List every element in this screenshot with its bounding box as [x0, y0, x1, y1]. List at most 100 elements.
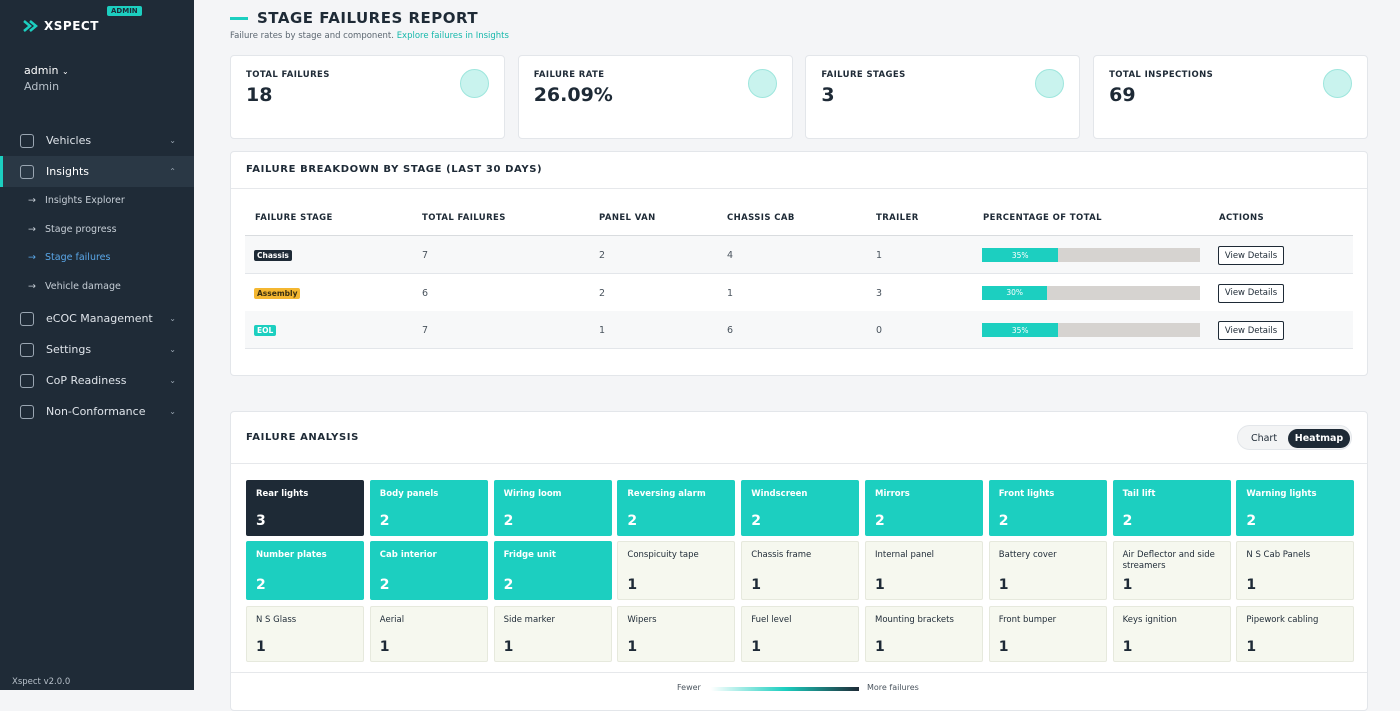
divider — [231, 672, 1367, 673]
cell-count: 1 — [1246, 639, 1257, 655]
nav-item[interactable]: eCOC Management ⌄ — [0, 303, 194, 334]
heatmap-cell[interactable]: Front lights 2 — [988, 480, 1107, 536]
nav-item[interactable]: Vehicles ⌄ — [0, 125, 194, 156]
admin-badge: ADMIN — [107, 6, 142, 16]
cell-name: Internal panel — [875, 550, 935, 560]
heatmap-cell[interactable]: Mounting brackets 1 — [865, 606, 983, 662]
heatmap-cell[interactable]: Cab interior 2 — [369, 541, 488, 600]
subitem-label[interactable]: Vehicle damage — [45, 280, 121, 292]
heatmap-cell[interactable]: Conspicuity tape 1 — [617, 541, 736, 600]
view-details-button[interactable]: View Details — [1218, 321, 1284, 341]
nav-chevron: ⌄ — [169, 407, 176, 416]
subitem-label[interactable]: Insights Explorer — [45, 195, 125, 206]
heatmap-cell[interactable]: Internal panel 1 — [865, 541, 983, 600]
cell-name: N S Cab Panels — [1246, 550, 1311, 560]
cell-trailer: 1 — [876, 250, 883, 261]
kpi-value: 18 — [246, 84, 273, 106]
nav-label[interactable]: Settings — [46, 343, 92, 356]
view-details-button[interactable]: View Details — [1218, 246, 1284, 265]
user-label[interactable]: admin — [24, 64, 59, 77]
heatmap-cell[interactable]: Front bumper 1 — [988, 606, 1107, 662]
nav-item[interactable]: Insights ⌃ — [0, 156, 194, 187]
nav-label[interactable]: Insights — [46, 165, 90, 178]
nav-subitem[interactable]: → Stage progress — [28, 223, 117, 235]
nav-icon — [20, 342, 34, 357]
cell-name: Aerial — [379, 615, 405, 625]
heatmap-cell[interactable]: Number plates 2 — [246, 541, 364, 600]
heatmap-cell[interactable]: N S Cab Panels 1 — [1236, 541, 1355, 600]
kpi-label: TOTAL FAILURES — [246, 70, 330, 80]
heatmap-cell[interactable]: Pipework cabling 1 — [1236, 606, 1355, 662]
kpi-card: TOTAL INSPECTIONS 69 — [1093, 55, 1369, 139]
title-text: STAGE FAILURES REPORT — [257, 9, 479, 27]
page-subtitle: Failure rates by stage and component. Ex… — [230, 31, 509, 41]
cell-name: Battery cover — [998, 550, 1057, 560]
nav-label[interactable]: Vehicles — [46, 134, 92, 147]
cell-count: 3 — [256, 513, 266, 529]
user-name[interactable]: admin ⌄ — [24, 64, 69, 77]
legend-high: More failures — [867, 683, 919, 692]
heatmap-cell[interactable]: Air Deflector and side streamers 1 — [1112, 541, 1231, 600]
heatmap-cell[interactable]: Aerial 1 — [369, 606, 488, 662]
page: XSPECT ADMIN admin ⌄ Admin Vehicles ⌄ Insi… — [0, 0, 1400, 690]
subitem-label[interactable]: Stage failures — [45, 252, 111, 263]
table-row: EOL 7 1 6 0 35% View Details — [245, 311, 1353, 350]
cell-count: 2 — [256, 577, 266, 593]
cell-count: 1 — [751, 577, 761, 593]
cell-panel-van: 1 — [599, 325, 606, 337]
heatmap-cell[interactable]: Warning lights 2 — [1236, 480, 1355, 536]
heatmap-cell[interactable]: N S Glass 1 — [246, 606, 364, 662]
cell-name: Wipers — [627, 615, 657, 625]
cell-count: 1 — [627, 577, 638, 593]
cell-count: 1 — [998, 639, 1009, 655]
percent-label: 30% — [1006, 288, 1024, 298]
cell-count: 1 — [1122, 639, 1133, 655]
percent-label: 35% — [1011, 250, 1029, 260]
nav-subitem[interactable]: → Stage failures — [28, 252, 111, 263]
heatmap-cell[interactable]: Chassis frame 1 — [741, 541, 860, 600]
cell-chassis-cab: 6 — [727, 325, 734, 337]
user-role: Admin — [24, 80, 60, 93]
nav-item[interactable]: Settings ⌄ — [0, 334, 194, 365]
kpi-card: FAILURE STAGES 3 — [805, 55, 1081, 139]
cell-total: 6 — [422, 287, 429, 299]
kpi-label: FAILURE STAGES — [821, 70, 906, 80]
cell-chassis-cab: 1 — [727, 287, 734, 299]
heatmap-cell[interactable]: Mirrors 2 — [865, 480, 983, 536]
heatmap-cell[interactable]: Tail lift 2 — [1112, 480, 1231, 536]
cell-count: 2 — [998, 513, 1009, 529]
nav-label[interactable]: Non-Conformance — [46, 405, 146, 418]
divider — [231, 188, 1367, 189]
cell-count: 1 — [751, 639, 761, 655]
nav-label[interactable]: CoP Readiness — [46, 374, 127, 387]
cell-name: Pipework cabling — [1246, 615, 1319, 625]
heatmap-cell[interactable]: Keys ignition 1 — [1112, 606, 1231, 662]
subitem-label[interactable]: Stage progress — [45, 223, 117, 235]
toggle-heatmap[interactable]: Heatmap — [1288, 429, 1350, 448]
heatmap-cell[interactable]: Windscreen 2 — [741, 480, 860, 536]
cell-name: Windscreen — [751, 489, 808, 499]
heatmap-cell[interactable]: Battery cover 1 — [988, 541, 1107, 600]
nav-label[interactable]: eCOC Management — [46, 312, 153, 325]
heatmap-cell[interactable]: Side marker 1 — [493, 606, 612, 662]
cell-total: 7 — [422, 325, 429, 337]
heatmap-cell[interactable]: Reversing alarm 2 — [617, 480, 736, 536]
heatmap-cell[interactable]: Wiring loom 2 — [493, 480, 612, 536]
stage-badge: EOL — [254, 325, 277, 337]
nav-icon — [20, 311, 34, 326]
cell-name: Rear lights — [256, 489, 309, 499]
nav-subitem[interactable]: → Vehicle damage — [28, 280, 121, 292]
nav-subitem[interactable]: → Insights Explorer — [28, 195, 125, 206]
nav-item[interactable]: CoP Readiness ⌄ — [0, 365, 194, 396]
heatmap-cell[interactable]: Fridge unit 2 — [493, 541, 612, 600]
nav-icon — [20, 133, 34, 148]
nav-item[interactable]: Non-Conformance ⌄ — [0, 396, 194, 427]
heatmap-cell[interactable]: Rear lights 3 — [246, 480, 364, 536]
toggle-chart[interactable]: Chart — [1250, 433, 1278, 444]
heatmap-cell[interactable]: Body panels 2 — [369, 480, 488, 536]
column-header: PANEL VAN — [599, 213, 656, 223]
view-details-button[interactable]: View Details — [1218, 283, 1284, 303]
heatmap-cell[interactable]: Fuel level 1 — [741, 606, 860, 662]
insights-link[interactable]: Explore failures in Insights — [396, 31, 509, 41]
heatmap-cell[interactable]: Wipers 1 — [617, 606, 736, 662]
